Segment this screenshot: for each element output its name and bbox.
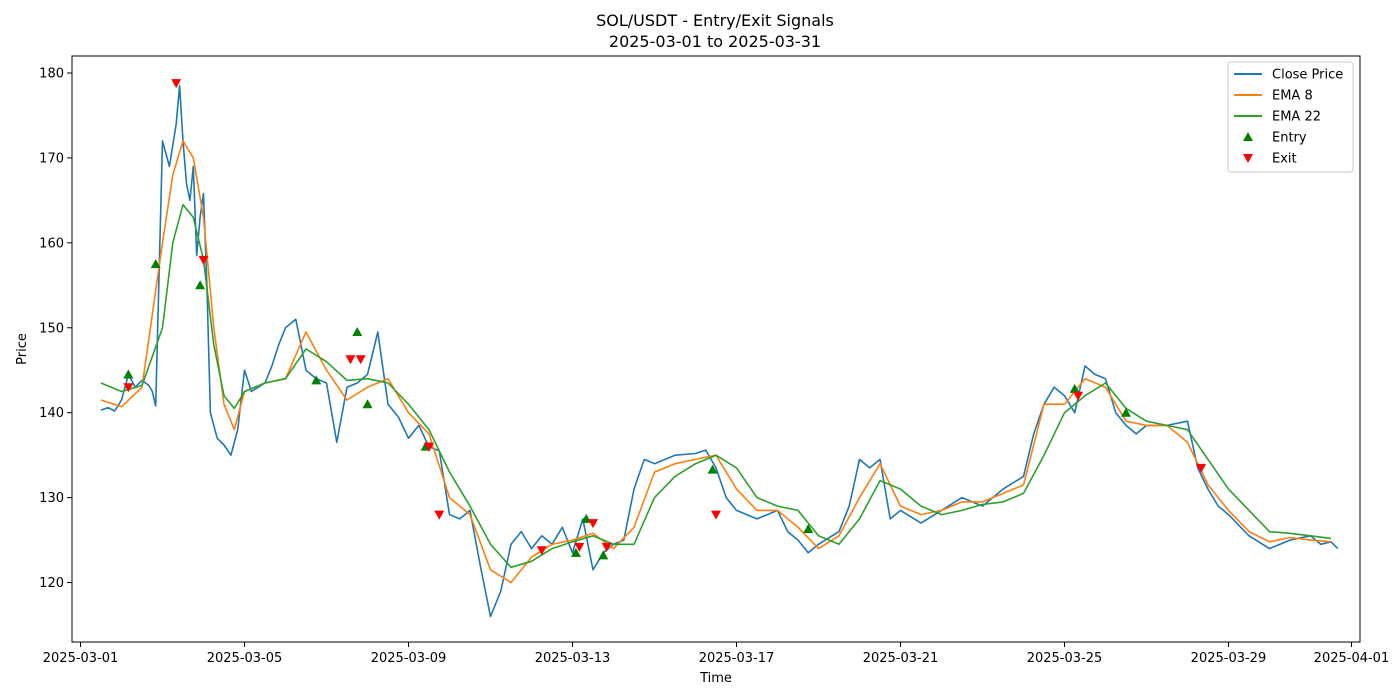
entry-marker — [707, 464, 718, 474]
y-tick-label: 170 — [39, 151, 64, 166]
legend-label: EMA 22 — [1272, 110, 1321, 125]
x-tick-label: 2025-03-25 — [1027, 651, 1103, 666]
legend-swatch — [1243, 154, 1253, 163]
legend-item: EMA 8 — [1234, 89, 1313, 104]
legend-label: Exit — [1272, 152, 1297, 167]
entry-marker — [311, 375, 322, 385]
y-tick-label: 140 — [39, 406, 64, 421]
x-tick-label: 2025-03-01 — [43, 651, 119, 666]
entry-marker — [362, 399, 373, 409]
legend-item: EMA 22 — [1234, 110, 1321, 125]
legend-label: Entry — [1272, 131, 1307, 146]
signal-marker-layer — [123, 79, 1207, 560]
exit-marker — [355, 355, 366, 365]
legend-item: Exit — [1243, 152, 1297, 167]
x-tick-label: 2025-04-01 — [1314, 651, 1390, 666]
entry-marker — [1120, 407, 1131, 417]
exit-marker — [424, 442, 435, 452]
legend-swatch — [1243, 132, 1253, 141]
legend: Close Price EMA 8 EMA 22 Entry Exit — [1227, 61, 1354, 173]
exit-marker — [1196, 463, 1207, 473]
plot-area — [71, 55, 1361, 643]
entry-marker — [150, 259, 161, 269]
x-tick-label: 2025-03-05 — [207, 651, 283, 666]
entry-marker — [123, 369, 134, 379]
legend-box — [1227, 61, 1354, 173]
series-line-ema-8 — [100, 140, 1332, 584]
x-tick-label: 2025-03-09 — [371, 651, 447, 666]
y-tick-label: 120 — [39, 576, 64, 591]
x-tick-label: 2025-03-29 — [1191, 651, 1267, 666]
entry-marker — [581, 513, 592, 523]
series-line-ema-22 — [100, 203, 1332, 569]
x-tick-label: 2025-03-13 — [535, 651, 611, 666]
legend-item: Entry — [1243, 131, 1307, 146]
exit-marker — [588, 519, 599, 529]
entry-marker — [803, 524, 814, 534]
exit-marker — [1073, 391, 1084, 401]
exit-marker — [574, 542, 585, 552]
entry-marker — [570, 547, 581, 557]
exit-marker — [345, 355, 356, 365]
y-tick-label: 180 — [39, 66, 64, 81]
chart-title: SOL/USDT - Entry/Exit Signals — [596, 11, 834, 30]
exit-marker — [536, 546, 547, 556]
x-tick-label: 2025-03-17 — [699, 651, 775, 666]
y-axis-label: Price — [15, 333, 30, 365]
x-tick-label: 2025-03-21 — [863, 651, 939, 666]
entry-marker — [598, 550, 609, 560]
y-axis: 120 130 140 150 160 170 180 — [39, 66, 72, 591]
x-axis: 2025-03-01 2025-03-05 2025-03-09 2025-03-13… — [43, 642, 1389, 666]
exit-marker — [711, 510, 721, 520]
exit-marker — [198, 255, 209, 265]
series-layer — [100, 84, 1339, 618]
y-tick-label: 160 — [39, 236, 64, 251]
legend-label: Close Price — [1272, 68, 1343, 83]
x-axis-label: Time — [699, 671, 732, 686]
exit-marker — [434, 510, 445, 520]
legend-item: Close Price — [1234, 68, 1343, 83]
exit-marker — [123, 383, 134, 393]
entry-marker — [352, 327, 363, 337]
exit-marker — [171, 79, 182, 89]
y-tick-label: 130 — [39, 491, 64, 506]
entry-marker — [1069, 383, 1080, 393]
exit-marker — [601, 542, 612, 552]
chart-subtitle: 2025-03-01 to 2025-03-31 — [609, 32, 821, 51]
legend-label: EMA 8 — [1272, 89, 1313, 104]
entry-marker — [195, 280, 206, 290]
plot-frame — [71, 55, 1361, 643]
y-tick-label: 150 — [39, 321, 64, 336]
